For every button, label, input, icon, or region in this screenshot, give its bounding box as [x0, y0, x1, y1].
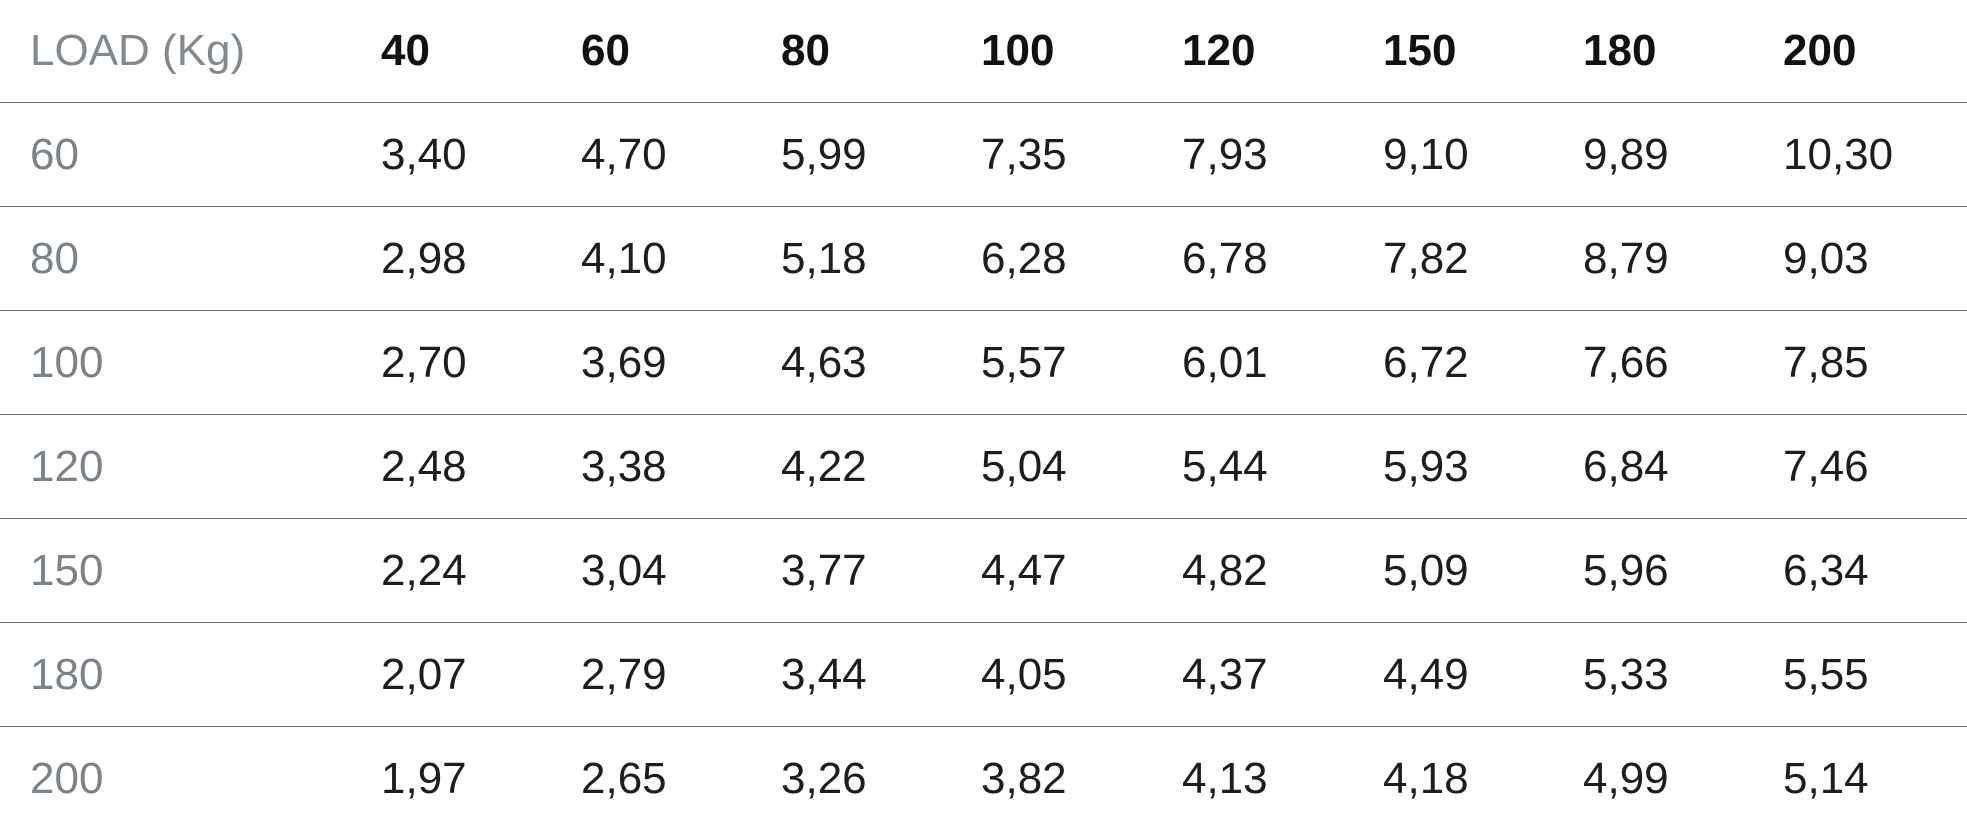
table-cell: 4,10 [581, 233, 667, 283]
table-cell: 3,26 [781, 754, 867, 803]
column-header: 40 [381, 26, 430, 75]
table-cell: 4,05 [981, 649, 1067, 699]
row-load-label: 200 [30, 754, 104, 803]
table-cell: 6,78 [1182, 233, 1268, 283]
table-row: 120 2,48 3,38 4,22 5,04 5,44 5,93 6,84 7,46 [0, 415, 1967, 519]
table-cell: 2,98 [381, 233, 467, 283]
table-header-row: LOAD (Kg) 40 60 80 100 120 150 180 200 [0, 0, 1967, 103]
column-header: 100 [981, 26, 1055, 75]
table-cell: 4,13 [1182, 754, 1268, 803]
table-cell: 5,18 [781, 233, 867, 283]
table-cell: 2,48 [381, 441, 467, 491]
table-cell: 5,57 [981, 337, 1067, 387]
table-cell: 7,35 [981, 129, 1067, 179]
table-cell: 9,10 [1383, 129, 1469, 179]
table-cell: 9,89 [1583, 129, 1669, 179]
row-load-label: 150 [30, 545, 104, 595]
table-cell: 5,14 [1783, 754, 1869, 803]
column-header: 120 [1182, 26, 1256, 75]
table-cell: 2,07 [381, 649, 467, 699]
table-cell: 5,33 [1583, 649, 1669, 699]
table-row: 100 2,70 3,69 4,63 5,57 6,01 6,72 7,66 7,85 [0, 311, 1967, 415]
table-cell: 4,82 [1182, 545, 1268, 595]
table-cell: 4,18 [1383, 754, 1469, 803]
column-header: 180 [1583, 26, 1657, 75]
table-cell: 5,04 [981, 441, 1067, 491]
table-cell: 6,72 [1383, 337, 1469, 387]
table-row: 60 3,40 4,70 5,99 7,35 7,93 9,10 9,89 10,30 [0, 103, 1967, 207]
column-header: 200 [1783, 26, 1857, 75]
table-cell: 3,77 [781, 545, 867, 595]
table-cell: 6,34 [1783, 545, 1869, 595]
table-row: 80 2,98 4,10 5,18 6,28 6,78 7,82 8,79 9,03 [0, 207, 1967, 311]
table-cell: 1,97 [381, 754, 467, 803]
table-cell: 2,65 [581, 754, 667, 803]
table-cell: 7,85 [1783, 337, 1869, 387]
table-cell: 6,84 [1583, 441, 1669, 491]
table-row: 150 2,24 3,04 3,77 4,47 4,82 5,09 5,96 6,34 [0, 519, 1967, 623]
table-cell: 4,63 [781, 337, 867, 387]
table-cell: 5,44 [1182, 441, 1268, 491]
table-cell: 4,47 [981, 545, 1067, 595]
table-cell: 4,37 [1182, 649, 1268, 699]
table-cell: 7,66 [1583, 337, 1669, 387]
table-body: 60 3,40 4,70 5,99 7,35 7,93 9,10 9,89 10,30 80 2,9… [0, 103, 1967, 831]
table-cell: 3,04 [581, 545, 667, 595]
table-row: 180 2,07 2,79 3,44 4,05 4,37 4,49 5,33 5,55 [0, 623, 1967, 727]
corner-header-label: LOAD (Kg) [30, 26, 246, 75]
table-cell: 6,28 [981, 233, 1067, 283]
table-cell: 6,01 [1182, 337, 1268, 387]
table-cell: 10,30 [1783, 129, 1894, 179]
table-cell: 7,82 [1383, 233, 1469, 283]
table-cell: 7,93 [1182, 129, 1268, 179]
row-load-label: 80 [30, 233, 79, 283]
table-cell: 5,55 [1783, 649, 1869, 699]
table-row: 200 1,97 2,65 3,26 3,82 4,13 4,18 4,99 5,14 [0, 727, 1967, 831]
table-cell: 5,93 [1383, 441, 1469, 491]
table-cell: 5,96 [1583, 545, 1669, 595]
table-cell: 2,70 [381, 337, 467, 387]
row-load-label: 120 [30, 441, 104, 491]
table-cell: 3,82 [981, 754, 1067, 803]
table-cell: 5,99 [781, 129, 867, 179]
table-cell: 3,69 [581, 337, 667, 387]
column-header: 60 [581, 26, 630, 75]
table-cell: 9,03 [1783, 233, 1869, 283]
table-cell: 4,99 [1583, 754, 1669, 803]
table-cell: 2,79 [581, 649, 667, 699]
column-header: 80 [781, 26, 830, 75]
table-cell: 7,46 [1783, 441, 1869, 491]
row-load-label: 180 [30, 649, 104, 699]
table-cell: 4,49 [1383, 649, 1469, 699]
table-cell: 3,38 [581, 441, 667, 491]
column-header: 150 [1383, 26, 1457, 75]
table-cell: 8,79 [1583, 233, 1669, 283]
row-load-label: 60 [30, 129, 79, 179]
table-cell: 5,09 [1383, 545, 1469, 595]
table-cell: 3,44 [781, 649, 867, 699]
table-cell: 3,40 [381, 129, 467, 179]
row-load-label: 100 [30, 337, 104, 387]
table-cell: 4,22 [781, 441, 867, 491]
table-cell: 4,70 [581, 129, 667, 179]
table-cell: 2,24 [381, 545, 467, 595]
